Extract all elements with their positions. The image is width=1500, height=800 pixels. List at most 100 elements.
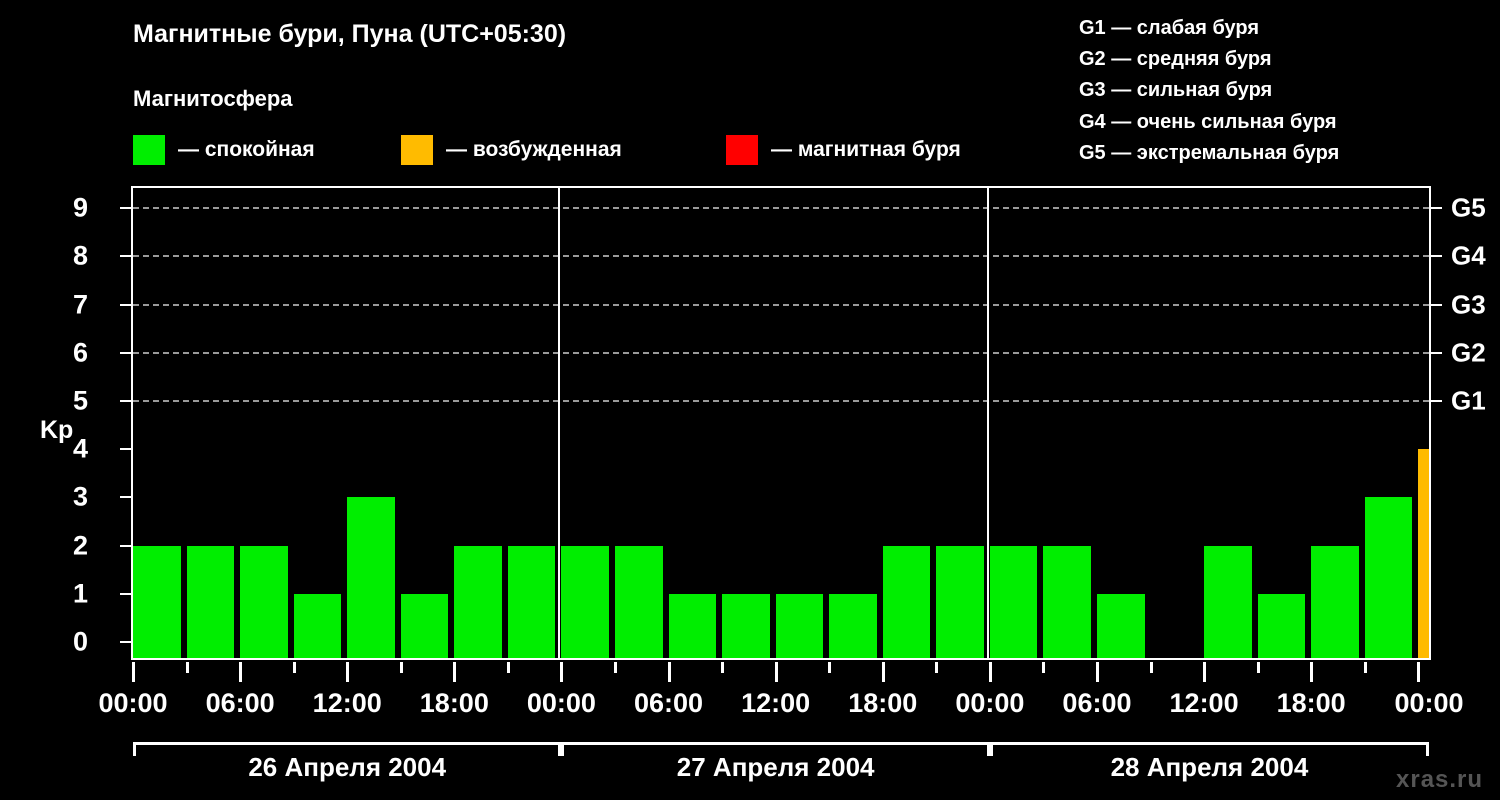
bar — [1311, 545, 1359, 658]
legend-swatch-calm — [133, 135, 165, 165]
bar — [1096, 593, 1145, 658]
bar — [561, 545, 609, 658]
watermark: xras.ru — [1396, 766, 1484, 793]
x-tick-minor — [1042, 662, 1046, 673]
bar — [989, 545, 1038, 658]
x-tick-minor — [828, 662, 832, 673]
x-tick-minor — [613, 662, 617, 673]
x-tick-minor — [399, 662, 403, 673]
day-separator-1 — [558, 188, 561, 658]
bar — [454, 545, 502, 658]
x-tick-major — [774, 662, 778, 682]
bar — [1257, 593, 1306, 658]
bar — [1418, 449, 1429, 658]
y-tick-label-1: 1 — [72, 578, 88, 609]
y-tick-label-0: 0 — [72, 626, 88, 657]
x-tick-minor — [1256, 662, 1260, 673]
y-tick-6 — [120, 351, 131, 354]
gridline-kp-7 — [133, 303, 1429, 306]
bar — [240, 545, 288, 658]
gridline-kp-9 — [133, 207, 1429, 210]
g-scale-line-5: G5 — экстремальная буря — [1079, 141, 1340, 164]
x-axis-label: 18:00 — [1276, 688, 1346, 718]
bar — [1204, 545, 1252, 658]
g-tick-G3 — [1431, 303, 1442, 306]
legend-swatch-unsettled — [401, 135, 433, 165]
y-axis-title: Kp — [40, 416, 74, 444]
x-axis-label: 00:00 — [98, 688, 168, 718]
x-tick-minor — [1363, 662, 1367, 673]
bar — [936, 545, 984, 658]
y-tick-label-2: 2 — [72, 530, 88, 561]
g-axis-label-G2: G2 — [1451, 337, 1486, 368]
g-tick-G5 — [1431, 207, 1442, 210]
x-tick-major — [1095, 662, 1099, 682]
bar — [186, 545, 235, 658]
y-tick-9 — [120, 207, 131, 210]
day-label-2: 27 Апреля 2004 — [676, 752, 875, 782]
x-axis-label: 12:00 — [312, 688, 382, 718]
legend-heading: Магнитосфера — [133, 86, 293, 111]
g-scale-legend: G1 — слабая буря G2 — средняя буря G3 — … — [1079, 13, 1339, 169]
g-axis-label-G3: G3 — [1451, 289, 1486, 320]
x-axis-label: 12:00 — [741, 688, 811, 718]
gridline-kp-6 — [133, 351, 1429, 354]
day-bracket-2 — [561, 742, 990, 756]
bar — [829, 593, 877, 658]
x-axis-label: 12:00 — [1169, 688, 1239, 718]
legend-label-storm: — магнитная буря — [771, 138, 961, 161]
legend-item-storm: — магнитная буря — [726, 133, 961, 167]
legend-item-unsettled: — возбужденная — [401, 133, 622, 167]
g-scale-line-3: G3 — сильная буря — [1079, 79, 1273, 102]
bar — [614, 545, 663, 658]
x-axis-label: 06:00 — [205, 688, 275, 718]
y-tick-label-5: 5 — [72, 385, 88, 416]
x-axis-label: 00:00 — [1394, 688, 1464, 718]
y-tick-1 — [120, 592, 131, 595]
y-tick-5 — [120, 400, 131, 403]
page-title: Магнитные бури, Пуна (UTC+05:30) — [133, 20, 567, 48]
x-tick-major — [239, 662, 243, 682]
g-tick-G2 — [1431, 351, 1442, 354]
y-tick-3 — [120, 496, 131, 499]
g-scale-line-1: G1 — слабая буря — [1079, 17, 1260, 39]
bar — [775, 593, 824, 658]
plot-area — [131, 186, 1431, 660]
bar — [347, 497, 395, 658]
bar — [668, 593, 717, 658]
x-axis-label: 00:00 — [526, 688, 596, 718]
x-tick-minor — [292, 662, 296, 673]
g-tick-G4 — [1431, 255, 1442, 258]
y-tick-2 — [120, 544, 131, 547]
x-tick-major — [1417, 662, 1421, 682]
g-scale-line-4: G4 — очень сильная буря — [1079, 110, 1337, 133]
x-tick-major — [560, 662, 564, 682]
x-axis-label: 06:00 — [1062, 688, 1132, 718]
legend-swatch-storm — [726, 135, 758, 165]
y-tick-0 — [120, 641, 131, 643]
x-tick-major — [667, 662, 671, 682]
bar — [882, 545, 931, 658]
x-tick-major — [1203, 662, 1207, 682]
bar — [1364, 497, 1413, 658]
x-axis-label: 00:00 — [955, 688, 1025, 718]
y-tick-label-7: 7 — [72, 289, 88, 320]
bar — [507, 545, 556, 658]
legend-label-calm: — спокойная — [178, 138, 315, 161]
y-tick-label-3: 3 — [72, 481, 88, 512]
y-tick-label-8: 8 — [72, 240, 88, 271]
x-tick-minor — [506, 662, 510, 673]
x-tick-major — [881, 662, 885, 682]
g-axis-label-G1: G1 — [1451, 385, 1486, 416]
bar — [722, 593, 770, 658]
legend-label-unsettled: — возбужденная — [446, 138, 622, 161]
x-tick-minor — [935, 662, 939, 673]
x-tick-minor — [1149, 662, 1153, 673]
x-tick-major — [1310, 662, 1314, 682]
day-label-3: 28 Апреля 2004 — [1110, 752, 1309, 782]
bar — [293, 593, 342, 658]
y-tick-label-9: 9 — [72, 192, 88, 223]
g-axis-label-G5: G5 — [1451, 192, 1486, 223]
x-tick-major — [132, 662, 135, 682]
